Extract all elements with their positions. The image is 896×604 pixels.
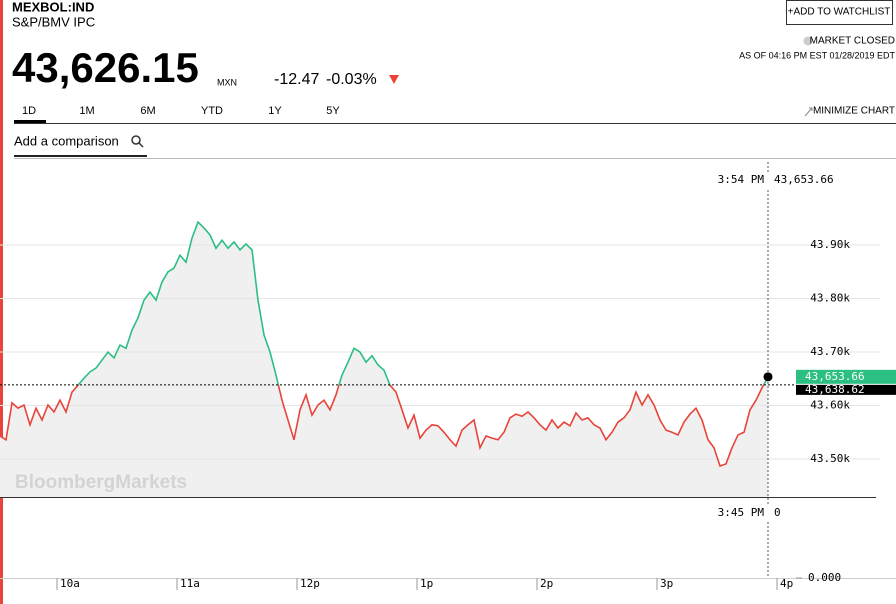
tab[interactable]: 1M: [79, 105, 94, 117]
y-tick-label: 43.70k: [810, 345, 850, 358]
change: -12.47: [274, 71, 319, 88]
tab[interactable]: 1D: [22, 105, 36, 117]
y-tick-label: 43.90k: [810, 238, 850, 251]
currency: MXN: [217, 77, 237, 87]
y-tick-label: 43.80k: [810, 292, 850, 305]
x-tick-label: 11a: [180, 577, 200, 590]
minimize-chart[interactable]: MINIMIZE CHART: [813, 106, 895, 117]
price: 43,626.15: [12, 44, 199, 91]
index-name: S&P/BMV IPC: [12, 14, 95, 29]
previous-close-tag: [796, 384, 896, 395]
status-dot: [803, 36, 813, 46]
volume-tick-label: 0.000: [808, 571, 841, 584]
volume-crosshair-value: 0: [774, 506, 781, 519]
down-arrow: [389, 75, 399, 84]
tab[interactable]: 1Y: [268, 105, 282, 117]
symbol: MEXBOL:IND: [12, 0, 94, 14]
search-underline: [14, 155, 147, 157]
tab-underline: [14, 120, 46, 123]
tabs: 1D 1M 6M YTD 1Y 5Y: [22, 105, 340, 117]
accent-bar: [0, 0, 3, 604]
tab[interactable]: 6M: [140, 105, 155, 117]
y-tick-label: 43.60k: [810, 399, 850, 412]
watermark: BloombergMarkets: [15, 472, 187, 493]
crosshair-box: [705, 172, 846, 189]
change-pct: -0.03%: [326, 71, 377, 88]
volume-crosshair-box: [705, 505, 785, 522]
volume-crosshair-time: 3:45 PM: [718, 506, 765, 519]
watchlist-label[interactable]: +ADD TO WATCHLIST: [788, 7, 891, 18]
search-input[interactable]: Add a comparison: [14, 133, 119, 148]
price-area: [0, 222, 768, 498]
last-price-tag: [796, 369, 896, 384]
price-line-up: [77, 220, 769, 385]
crosshair-time: 3:54 PM: [718, 173, 765, 186]
watchlist-button[interactable]: [786, 0, 893, 25]
previous-close-label: 43,638.62: [805, 383, 865, 396]
x-tick-label: 4p: [780, 577, 793, 590]
search-icon-handle: [138, 142, 144, 148]
x-tick-label: 2p: [540, 577, 553, 590]
last-point: [763, 372, 773, 382]
chart: 43.50k 43.60k 43.70k 43.80k 43.90k BloombergM…: [0, 162, 896, 590]
x-tick-label: 12p: [300, 577, 320, 590]
market-status: MARKET CLOSED: [810, 36, 895, 47]
search-icon[interactable]: [131, 135, 141, 145]
crosshair-value: 43,653.66: [774, 173, 834, 186]
minimize-icon[interactable]: [804, 107, 813, 117]
x-tick-label: 1p: [420, 577, 433, 590]
as-of: AS OF 04:16 PM EST 01/28/2019 EDT: [739, 50, 895, 60]
last-price-label: 43,653.66: [805, 370, 865, 383]
y-tick-label: 43.50k: [810, 452, 850, 465]
x-tick-label: 10a: [60, 577, 80, 590]
tab[interactable]: YTD: [201, 105, 223, 117]
tab[interactable]: 5Y: [326, 105, 340, 117]
x-tick-label: 3p: [660, 577, 673, 590]
price-line-down: [0, 384, 765, 468]
